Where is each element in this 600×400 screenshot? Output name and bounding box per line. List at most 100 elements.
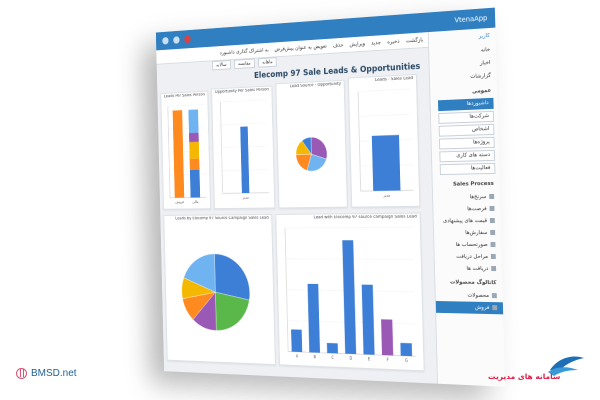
brand-left: BMSD.net (16, 368, 77, 379)
opportunities-icon (490, 205, 495, 210)
chart-source-campaign-pie (164, 215, 275, 364)
sidebar-item-invoices[interactable]: صورتحساب ها (434, 239, 501, 251)
minimize-icon[interactable] (162, 37, 168, 45)
x-tick-label: مالی (192, 199, 198, 204)
chart-card-opportunity-per-person: Opportunity Per Sales Person مدیر (211, 85, 275, 209)
toolbar-save-button[interactable]: ذخیره (387, 38, 399, 45)
bar-segment[interactable] (190, 159, 200, 170)
bar[interactable] (362, 285, 375, 355)
bar[interactable] (381, 319, 393, 355)
x-tick-label: A (296, 354, 299, 359)
chart-card-lead-source: Lead Source - Opportunity (275, 80, 347, 209)
bar-segment[interactable] (190, 170, 200, 198)
sidebar-item-label: مراحل دریافت (456, 253, 488, 259)
receipts-icon (491, 266, 496, 271)
invoices-icon (490, 242, 495, 247)
sidebar-item-label: دریافت ها (466, 265, 488, 271)
sidebar-item-opportunities[interactable]: فرصت‌ها (433, 203, 500, 216)
x-tick-label: C (331, 355, 334, 360)
close-icon[interactable] (184, 35, 191, 43)
sidebar-item-receipts[interactable]: دریافت ها (435, 263, 502, 276)
bar[interactable] (327, 343, 338, 353)
toolbar-share-button[interactable]: به اشتراک گذاری داشبورد (220, 47, 269, 56)
window-controls (162, 35, 191, 44)
x-tick-label: G (405, 358, 408, 363)
sidebar-item-label: فروش (475, 304, 490, 310)
chart-opportunity-per-person: مدیر (212, 86, 274, 208)
toolbar-new-button[interactable]: جدید (371, 40, 381, 46)
sidebar-item-orders[interactable]: سفارش‌ها (434, 227, 501, 239)
quotes-icon (490, 217, 495, 222)
bar-segment[interactable] (189, 142, 199, 159)
sidebar-item-label: محصولات (467, 292, 489, 298)
bar-segment[interactable] (173, 110, 185, 198)
leads-icon (489, 193, 494, 198)
x-tick-label: D (349, 356, 352, 361)
sales-icon (492, 305, 497, 310)
sidebar-sub-people[interactable]: اشخاص (439, 124, 495, 137)
toolbar-edit-button[interactable]: ویرایش (349, 41, 365, 48)
x-tick-label: E (368, 356, 371, 361)
x-tick-label: F (387, 357, 390, 362)
bar[interactable] (240, 126, 249, 193)
globe-icon (16, 368, 27, 379)
toolbar-delete-button[interactable]: حذف (333, 42, 344, 48)
tab-compare[interactable]: مقایسه (234, 59, 255, 69)
sidebar: کاربر خانه اخبار گزارشات عمومی داشبوردها… (428, 28, 505, 387)
brand-left-text: BMSD.net (31, 368, 77, 379)
sidebar-section-sales: Sales Process (433, 176, 500, 192)
sidebar-item-receipt-stages[interactable]: مراحل دریافت (434, 251, 501, 263)
sidebar-item-label: سفارش‌ها (465, 230, 487, 236)
bar[interactable] (291, 329, 302, 352)
x-tick-label: فروش (175, 199, 184, 204)
sidebar-item-label: فرصت‌ها (467, 206, 487, 212)
toolbar-set-default-button[interactable]: تعویض به عنوان پیش‌فرض (274, 43, 326, 52)
x-tick-label: B (313, 354, 316, 359)
gridline (358, 89, 411, 92)
sidebar-item-label: قیمت های پیشنهادی (443, 218, 487, 224)
sidebar-sub-activities[interactable]: فعالیت‌ها (440, 163, 496, 175)
sidebar-sub-work-categories[interactable]: دسته های کاری (439, 150, 495, 162)
orders-icon (490, 229, 495, 234)
tab-monthly[interactable]: ماهانه (258, 57, 277, 67)
sidebar-item-leads[interactable]: سرنخ‌ها (433, 191, 500, 204)
bar[interactable] (308, 284, 320, 353)
receipt-stages-icon (491, 254, 496, 259)
bar-segment[interactable] (189, 133, 199, 143)
brand-right: سامانه های مدیریت (488, 352, 588, 388)
sidebar-sub-projects[interactable]: پروژه‌ها (439, 137, 495, 150)
bar[interactable] (342, 240, 356, 354)
sidebar-item-quotes[interactable]: قیمت های پیشنهادی (434, 215, 501, 227)
maximize-icon[interactable] (173, 36, 179, 44)
chart-card-source-campaign-pie: Leads by Elecomp 97 Source Campaign Sale… (163, 214, 275, 365)
chart-sales-lead: مدیر (349, 75, 419, 207)
toolbar-back-button[interactable]: بازگشت (406, 37, 424, 44)
app-title: VtenaApp (454, 14, 487, 24)
sidebar-sub-dashboards[interactable]: داشبوردها (438, 98, 494, 111)
tab-yearly[interactable]: سالانه (212, 60, 231, 70)
sidebar-item-label: سرنخ‌ها (470, 194, 487, 200)
gridline (285, 227, 412, 228)
chart-card-source-campaign-bars: Lead with Elecomp 97 source campaign Sal… (275, 213, 424, 372)
gridline (220, 100, 266, 102)
chart-source-campaign-bars: A B C D E F G (276, 214, 423, 371)
sidebar-section-product: کاتالوگ محصولات (435, 274, 502, 290)
chart-lead-source (276, 81, 347, 208)
sidebar-item-sales[interactable]: فروش (436, 301, 503, 314)
sidebar-sub-companies[interactable]: شرکت‌ها (438, 111, 494, 124)
gridline (168, 105, 204, 107)
chart-leads-per-person: فروش مالی (161, 92, 210, 209)
brand-right-text: سامانه های مدیریت (488, 372, 560, 381)
x-tick-label: مدیر (242, 195, 249, 200)
chart-card-sales-lead: Leads - Sales Lead مدیر (348, 74, 420, 208)
x-tick-label: مدیر (383, 193, 391, 198)
bird-logo-icon (488, 352, 588, 388)
products-icon (492, 293, 497, 298)
bar[interactable] (400, 343, 412, 356)
gridline (359, 114, 412, 116)
bar-segment[interactable] (188, 109, 198, 132)
bar[interactable] (372, 135, 401, 191)
gridline (221, 123, 267, 125)
sidebar-item-label: صورتحساب ها (456, 242, 488, 248)
